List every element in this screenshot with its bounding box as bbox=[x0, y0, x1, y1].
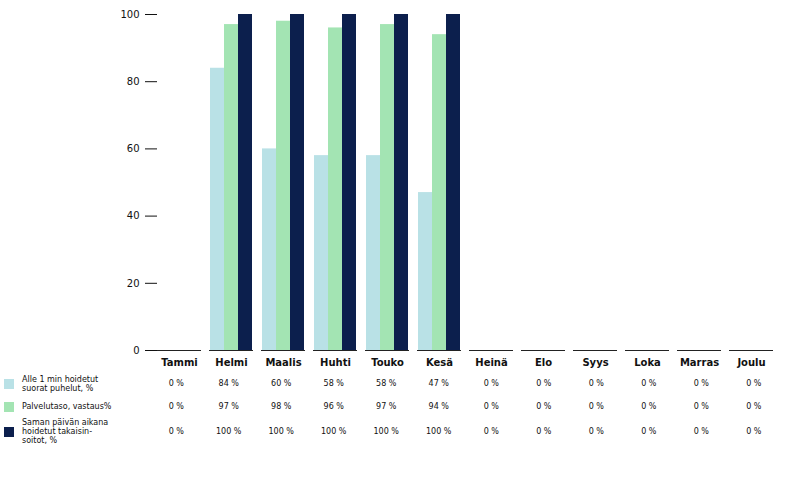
html-text:0 %: 0 % bbox=[588, 402, 604, 411]
html-text:84 %: 84 % bbox=[218, 379, 239, 388]
html-text:100 %: 100 % bbox=[216, 427, 242, 436]
html-text:0 %: 0 % bbox=[641, 379, 657, 388]
html-text:58 %: 58 % bbox=[323, 379, 344, 388]
svg-text:Helmi: Helmi bbox=[215, 357, 247, 368]
html-text:0 %: 0 % bbox=[168, 427, 184, 436]
html-text:0 %: 0 % bbox=[693, 427, 709, 436]
html-text:98 %: 98 % bbox=[271, 402, 292, 411]
html-text:Saman päivän aikana hoidetut t: Saman päivän aikana hoidetut takaisin-so… bbox=[22, 418, 109, 445]
svg-text:Heinä: Heinä bbox=[475, 357, 507, 368]
html-text:0 %: 0 % bbox=[536, 379, 552, 388]
html-text:94 %: 94 % bbox=[428, 402, 449, 411]
html-text:0 %: 0 % bbox=[168, 402, 184, 411]
svg-text:Huhti: Huhti bbox=[320, 357, 351, 368]
html-text:97 %: 97 % bbox=[376, 402, 397, 411]
svg-text:100: 100 bbox=[120, 9, 139, 20]
html-text:Palvelutaso, vastaus%: Palvelutaso, vastaus% bbox=[22, 402, 112, 411]
html-text:0 %: 0 % bbox=[641, 402, 657, 411]
svg-text:Joulu: Joulu bbox=[736, 357, 765, 368]
svg-text:Touko: Touko bbox=[371, 357, 404, 368]
svg-text:60: 60 bbox=[127, 143, 140, 154]
html-text:96 %: 96 % bbox=[323, 402, 344, 411]
svg-text:Maalis: Maalis bbox=[265, 357, 301, 368]
html-text:0 %: 0 % bbox=[483, 379, 499, 388]
html-text:0 %: 0 % bbox=[693, 379, 709, 388]
svg-text:80: 80 bbox=[127, 76, 140, 87]
svg-text:Elo: Elo bbox=[535, 357, 552, 368]
html-text:100 %: 100 % bbox=[373, 427, 399, 436]
svg-text:Kesä: Kesä bbox=[426, 357, 453, 368]
svg-text:Syys: Syys bbox=[582, 357, 608, 368]
html-text:0 %: 0 % bbox=[536, 427, 552, 436]
html-text:0 %: 0 % bbox=[536, 402, 552, 411]
html-text:0 %: 0 % bbox=[483, 427, 499, 436]
html-text:0 %: 0 % bbox=[693, 402, 709, 411]
html-text:0 %: 0 % bbox=[746, 427, 762, 436]
html-text:60 %: 60 % bbox=[271, 379, 292, 388]
svg-text:Marras: Marras bbox=[680, 357, 719, 368]
svg-text:40: 40 bbox=[127, 210, 140, 221]
html-text:0 %: 0 % bbox=[641, 427, 657, 436]
html-text:0 %: 0 % bbox=[746, 379, 762, 388]
html-text:97 %: 97 % bbox=[218, 402, 239, 411]
html-text:Alle 1 min hoidetut suorat puh: Alle 1 min hoidetut suorat puhelut, % bbox=[22, 374, 99, 393]
svg-text:20: 20 bbox=[127, 278, 140, 289]
html-text:0 %: 0 % bbox=[168, 379, 184, 388]
svg-text:Loka: Loka bbox=[634, 357, 661, 368]
html-text:100 %: 100 % bbox=[426, 427, 452, 436]
html-text:0 %: 0 % bbox=[588, 427, 604, 436]
html-text:47 %: 47 % bbox=[428, 379, 449, 388]
svg-text:0: 0 bbox=[133, 345, 139, 356]
svg-text:Tammi: Tammi bbox=[161, 357, 198, 368]
html-text:0 %: 0 % bbox=[483, 402, 499, 411]
html-text:0 %: 0 % bbox=[746, 402, 762, 411]
html-text:0 %: 0 % bbox=[588, 379, 604, 388]
html-text:100 %: 100 % bbox=[321, 427, 347, 436]
html-text:58 %: 58 % bbox=[376, 379, 397, 388]
html-text:100 %: 100 % bbox=[268, 427, 294, 436]
